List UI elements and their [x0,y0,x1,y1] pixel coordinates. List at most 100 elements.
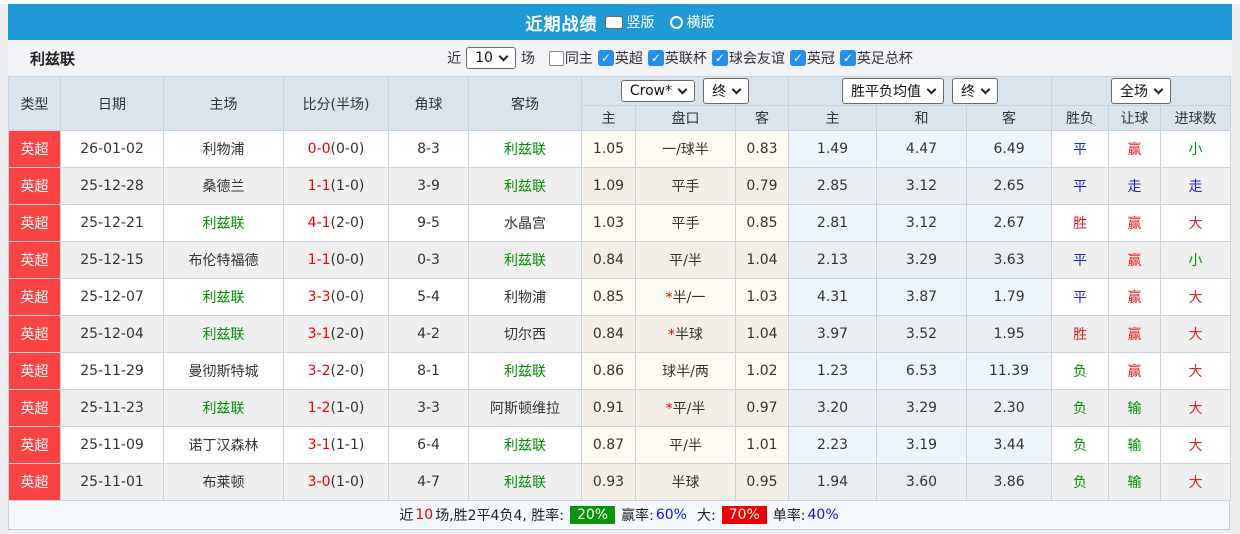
handicap-result-text: 赢 [1127,364,1142,380]
home-team-name: 利兹联 [202,290,245,306]
goals-result-text: 大 [1188,364,1203,380]
home-team: 利兹联 [163,204,284,242]
radio-group-vertical[interactable]: 竖版 [604,12,655,32]
avg-lose-odds: 1.79 [966,278,1053,316]
league-filter-fa-cup[interactable]: 英足总杯 [839,48,913,68]
radio-vertical-label[interactable]: 竖版 [626,15,655,31]
handicap-name: 平/半 [635,426,736,464]
score-cell: 3-3(0-0) [283,278,389,316]
table-row: 英超 25-11-09 诺丁汉森林 3-1(1-1) 6-4 利兹联 0.87 … [8,426,1232,464]
result-text: 胜 [1073,216,1088,232]
match-date: 25-12-04 [60,315,164,353]
league-filter-friendly[interactable]: 球会友谊 [711,48,785,68]
home-team: 利兹联 [163,278,284,316]
half-time-score: (0-0) [330,289,365,305]
handicap-result-cell: 赢 [1108,352,1162,390]
handicap-result-text: 走 [1127,179,1142,195]
home-team-name: 布伦特福德 [188,253,259,269]
radio-group-horizontal[interactable]: 横版 [669,12,715,32]
result-cell: 平 [1051,130,1110,168]
same-home-label: 同主 [564,51,593,67]
radio-horizontal-label[interactable]: 横版 [686,15,715,31]
checkbox-checked-icon[interactable] [789,50,806,66]
odds-company-select[interactable]: Crow* [620,80,696,102]
goals-result-cell: 大 [1160,352,1232,390]
match-count-select[interactable]: 10 [466,47,516,69]
page-title: 近期战绩 [525,14,598,35]
corner-score: 9-5 [388,204,469,242]
results-table: 类型 日期 主场 比分(半场) 角球 客场 Crow* 终 [8,76,1232,501]
result-cell: 平 [1051,167,1110,205]
avg-time-select[interactable]: 终 [952,78,999,104]
goals-result-cell: 小 [1160,130,1232,168]
handicap-result-cell: 赢 [1108,130,1162,168]
score-cell: 4-1(2-0) [283,204,389,242]
home-team-name: 曼彻斯特城 [188,364,259,380]
corner-score: 8-1 [388,352,469,390]
checkbox-checked-icon[interactable] [839,50,856,66]
match-type-badge: 英超 [8,241,61,279]
away-team: 利兹联 [468,463,582,501]
checkbox-checked-icon[interactable] [711,50,728,66]
result-text: 平 [1073,179,1088,195]
table-row: 英超 25-11-01 布莱顿 3-0(1-0) 4-7 利兹联 0.93 半球… [8,463,1232,501]
table-row: 英超 25-11-23 利兹联 1-2(1-0) 3-3 阿斯顿维拉 0.91 … [8,389,1232,427]
radio-horizontal-icon[interactable] [669,15,683,29]
chevron-down-icon [926,84,937,95]
match-date: 25-11-29 [60,352,164,390]
avg-draw-odds: 3.60 [876,463,968,501]
avg-win-odds: 2.23 [788,426,878,464]
avg-group-header: 胜平负均值 终 [788,76,1053,106]
goals-result-text: 大 [1188,475,1203,491]
league-filter-efl-cup[interactable]: 英联杯 [647,48,707,68]
match-type-badge: 英超 [8,167,61,205]
away-team-name: 利兹联 [504,438,546,454]
avg-lose-odds: 3.63 [966,241,1053,279]
league-label: 英足总杯 [856,51,913,67]
over-rate-badge: 70% [721,506,767,524]
score-cell: 3-1(1-1) [283,426,389,464]
col-header-score: 比分(半场) [283,76,389,131]
checkbox-checked-icon[interactable] [597,50,614,66]
goals-result-text: 小 [1188,253,1203,269]
odds-time-select[interactable]: 终 [703,78,750,104]
handicap-result-text: 输 [1127,475,1142,491]
handicap-value: 平手 [671,179,700,195]
table-row: 英超 25-11-29 曼彻斯特城 3-2(2-0) 8-1 利兹联 0.86 … [8,352,1232,390]
checkbox-unchecked-icon[interactable] [548,50,564,66]
match-date: 25-12-28 [60,167,164,205]
sub-header-handicap-away: 客 [734,105,790,131]
league-filter-premier[interactable]: 英超 [597,48,643,68]
away-team: 利物浦 [468,278,582,316]
radio-vertical-icon[interactable] [604,15,623,29]
handicap-home-odds: 0.84 [581,315,636,353]
match-date: 25-12-21 [60,204,164,242]
goals-result-text: 大 [1188,327,1203,343]
avg-draw-odds: 3.87 [876,278,968,316]
scope-select[interactable]: 全场 [1111,78,1172,104]
checkbox-checked-icon[interactable] [647,50,664,66]
match-type-badge: 英超 [8,130,61,168]
goals-result-text: 大 [1188,401,1203,417]
corner-score: 8-3 [388,130,469,168]
same-home-filter[interactable]: 同主 [548,48,593,68]
handicap-name: *半/一 [635,278,736,316]
away-team-name: 阿斯顿维拉 [490,401,560,417]
score-cell: 1-2(1-0) [283,389,389,427]
league-filter-championship[interactable]: 英冠 [789,48,835,68]
odds-time-value: 终 [712,84,727,100]
sub-header-handicap-name: 盘口 [635,105,736,131]
filter-controls: 近 10 场 同主 英超 英联杯 球会友谊 [327,47,913,69]
half-time-score: (2-0) [330,326,365,342]
corner-score: 3-3 [388,389,469,427]
handicap-home-odds: 0.84 [581,241,636,279]
handicap-rate-value: 60% [655,507,687,523]
handicap-name: 平/半 [635,241,736,279]
goals-result-cell: 大 [1160,426,1232,464]
half-time-score: (0-0) [330,252,365,268]
avg-select[interactable]: 胜平负均值 [842,78,945,104]
result-text: 平 [1073,253,1088,269]
home-team: 诺丁汉森林 [163,426,284,464]
full-time-score: 3-3 [307,289,331,305]
handicap-value: 平手 [671,216,700,232]
